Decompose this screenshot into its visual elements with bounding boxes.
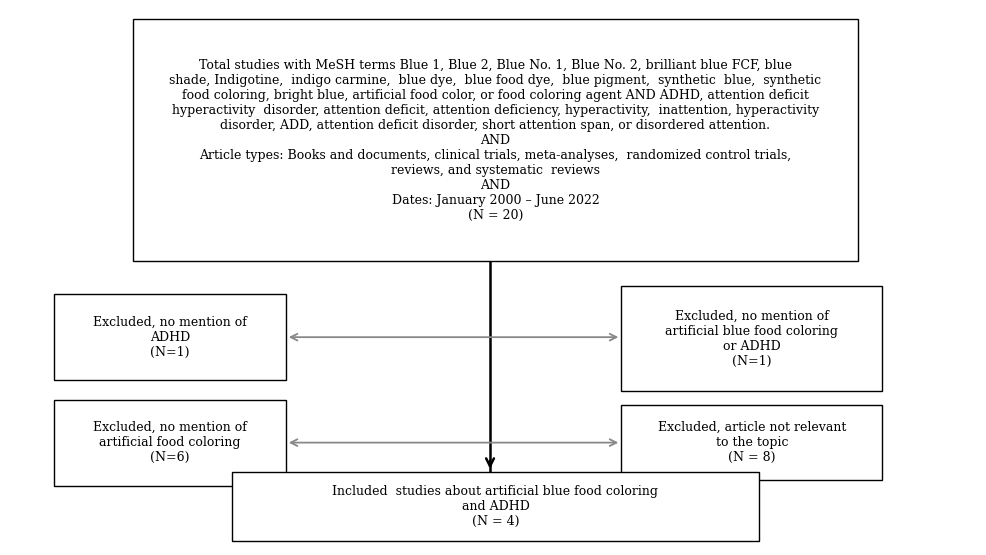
Text: Excluded, no mention of
artificial blue food coloring
or ADHD
(N=1): Excluded, no mention of artificial blue … [666, 310, 838, 367]
FancyBboxPatch shape [54, 294, 286, 380]
Text: Included  studies about artificial blue food coloring
and ADHD
(N = 4): Included studies about artificial blue f… [332, 485, 659, 528]
FancyBboxPatch shape [133, 19, 858, 261]
FancyBboxPatch shape [621, 405, 882, 480]
Text: Total studies with MeSH terms Blue 1, Blue 2, Blue No. 1, Blue No. 2, brilliant : Total studies with MeSH terms Blue 1, Bl… [170, 59, 821, 221]
Text: Excluded, no mention of
ADHD
(N=1): Excluded, no mention of ADHD (N=1) [93, 316, 247, 359]
FancyBboxPatch shape [232, 472, 759, 541]
FancyBboxPatch shape [621, 286, 882, 391]
Text: Excluded, article not relevant
to the topic
(N = 8): Excluded, article not relevant to the to… [658, 421, 846, 464]
FancyBboxPatch shape [54, 400, 286, 486]
Text: Excluded, no mention of
artificial food coloring
(N=6): Excluded, no mention of artificial food … [93, 421, 247, 464]
